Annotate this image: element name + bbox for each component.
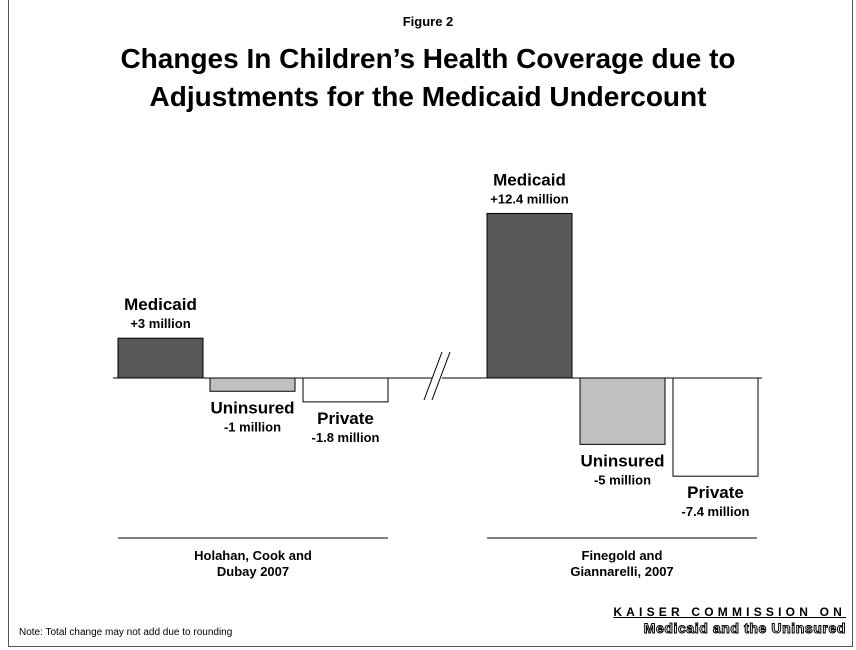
bar-value-label: -5 million (594, 472, 651, 487)
bar-uninsured-group-1 (209, 377, 296, 392)
bar-category-label: Uninsured (580, 451, 664, 470)
bar-value-label: +12.4 million (490, 191, 568, 206)
bar-private-group-2 (672, 377, 759, 477)
logo-line-1: KAISER COMMISSION ON (613, 605, 846, 619)
group-label-line-1: Holahan, Cook and (194, 548, 312, 563)
bar-private-group-1 (302, 377, 389, 403)
bar-category-label: Medicaid (493, 170, 566, 189)
bar-category-label: Medicaid (124, 295, 197, 314)
logo-line-2: Medicaid and the Uninsured (643, 620, 846, 637)
bar-value-label: -1 million (224, 419, 281, 434)
group-label-line-1: Finegold and (581, 548, 663, 563)
bar-value-label: +3 million (130, 316, 190, 331)
bar-medicaid-group-2 (486, 212, 573, 379)
bar-medicaid-group-1 (117, 337, 204, 379)
title-line-1: Changes In Children’s Health Coverage du… (120, 43, 736, 74)
group-label-line-2: Dubay 2007 (216, 564, 290, 579)
figure-label: Figure 2 (402, 14, 454, 29)
bar-uninsured-group-2 (579, 377, 666, 445)
footnote: Note: Total change may not add due to ro… (19, 627, 233, 638)
axis-break-mark-1 (423, 351, 443, 401)
axis-break-mark-2 (431, 351, 451, 401)
bar-category-label: Private (317, 409, 374, 428)
group-label-line-2: Giannarelli, 2007 (570, 564, 674, 579)
group-label-finegold: Finegold and Giannarelli, 2007 (487, 548, 757, 580)
bar-value-label: -1.8 million (312, 430, 380, 445)
title-line-2: Adjustments for the Medicaid Undercount (149, 81, 707, 112)
bar-value-label: -7.4 million (682, 504, 750, 519)
figure-frame (8, 0, 853, 647)
group-label-holahan: Holahan, Cook and Dubay 2007 (118, 548, 388, 580)
chart-title: Changes In Children’s Health Coverage du… (20, 40, 836, 116)
bar-category-label: Private (687, 483, 744, 502)
kaiser-logo: KAISER COMMISSION ON Medicaid and the Un… (592, 605, 846, 637)
bar-category-label: Uninsured (210, 398, 294, 417)
